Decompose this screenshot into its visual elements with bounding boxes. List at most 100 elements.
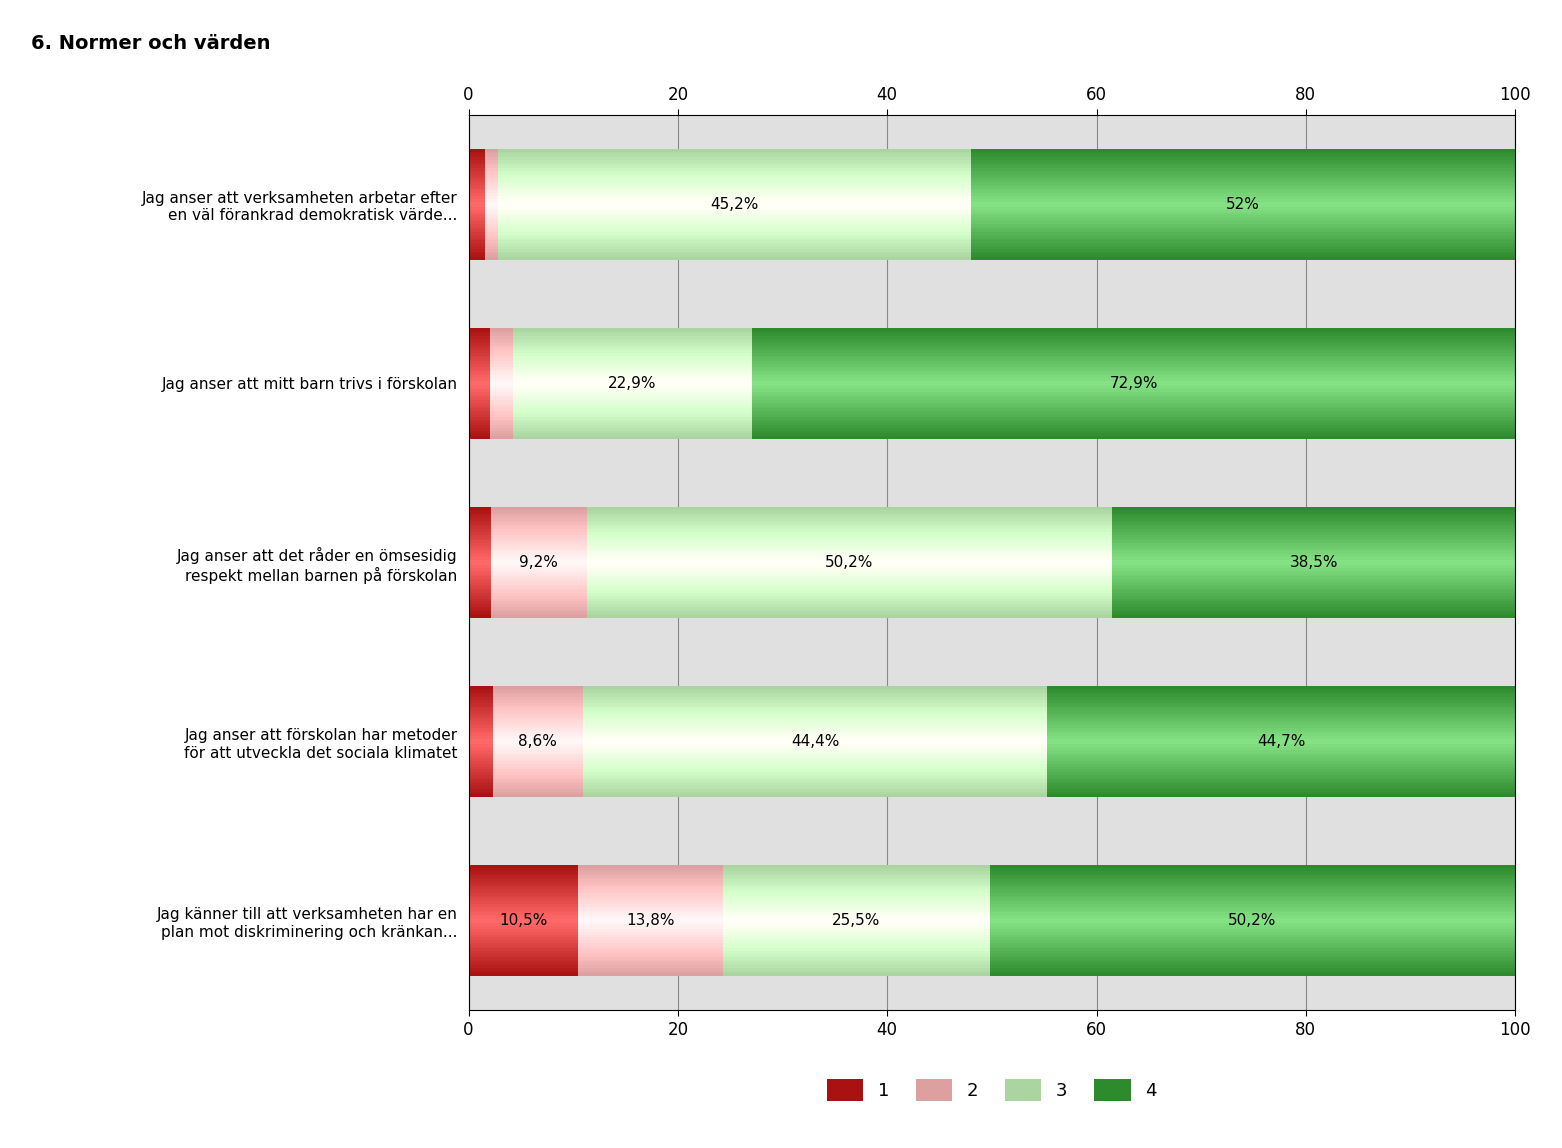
Bar (587, 596, 1112, 598)
Bar (990, 899, 1515, 901)
Bar (469, 742, 492, 744)
Bar (512, 342, 753, 344)
Bar (990, 971, 1515, 974)
Bar (990, 885, 1515, 887)
Bar (498, 212, 972, 216)
Bar (469, 602, 490, 604)
Bar (469, 428, 489, 430)
Bar (1048, 689, 1515, 691)
Bar (469, 342, 489, 344)
Bar (583, 720, 1048, 722)
Bar (587, 602, 1112, 604)
Bar (512, 405, 753, 409)
Bar (490, 543, 587, 545)
Bar (490, 549, 587, 551)
Bar (753, 391, 1515, 395)
Bar (469, 218, 486, 222)
Bar (469, 926, 578, 929)
Bar (972, 177, 1515, 179)
Bar (498, 204, 972, 207)
Bar (486, 222, 498, 224)
Bar (469, 518, 490, 521)
Bar (1112, 610, 1515, 613)
Bar (469, 750, 492, 753)
Bar (583, 759, 1048, 761)
Bar (753, 405, 1515, 409)
Bar (469, 417, 489, 419)
Bar (587, 518, 1112, 521)
Bar (489, 344, 512, 348)
Bar (490, 545, 587, 549)
Bar (469, 169, 486, 171)
Bar (492, 703, 583, 706)
Bar (1112, 584, 1515, 588)
Bar (469, 366, 489, 370)
Bar (578, 890, 723, 893)
Bar (512, 386, 753, 389)
Bar (512, 375, 753, 378)
Bar (469, 706, 492, 708)
Bar (469, 149, 486, 152)
Bar (1112, 518, 1515, 521)
Bar (486, 177, 498, 179)
Bar (492, 724, 583, 728)
Bar (498, 222, 972, 224)
Bar (1048, 769, 1515, 773)
Bar (578, 879, 723, 882)
Bar (512, 339, 753, 342)
Bar (469, 204, 486, 207)
Bar (723, 913, 990, 915)
Bar (469, 938, 578, 940)
Bar (469, 786, 492, 789)
Bar (583, 769, 1048, 773)
Bar (990, 893, 1515, 895)
Bar (723, 929, 990, 932)
Bar (469, 563, 490, 565)
Bar (1048, 736, 1515, 739)
Bar (583, 767, 1048, 769)
Bar (583, 777, 1048, 781)
Bar (578, 934, 723, 938)
Bar (469, 761, 492, 763)
Bar (587, 604, 1112, 607)
Bar (490, 580, 587, 582)
Bar (469, 887, 578, 890)
Bar (486, 179, 498, 183)
Bar (492, 739, 583, 742)
Bar (583, 753, 1048, 755)
Bar (469, 598, 490, 602)
Bar (469, 728, 492, 730)
Bar (1048, 742, 1515, 744)
Bar (1048, 720, 1515, 722)
Bar (469, 773, 492, 775)
Bar (469, 946, 578, 948)
Bar (469, 350, 489, 352)
Bar (578, 913, 723, 915)
Bar (1112, 588, 1515, 590)
Bar (469, 521, 490, 523)
Bar (489, 331, 512, 333)
Bar (486, 255, 498, 257)
Bar (753, 364, 1515, 366)
Bar (498, 224, 972, 226)
Bar (512, 344, 753, 348)
Bar (753, 436, 1515, 439)
Bar (1048, 763, 1515, 767)
Bar (578, 870, 723, 874)
Text: 22,9%: 22,9% (608, 375, 656, 391)
Bar (1048, 792, 1515, 794)
Bar (753, 428, 1515, 430)
Bar (578, 909, 723, 913)
Bar (469, 929, 578, 932)
Bar (1048, 730, 1515, 734)
Bar (578, 887, 723, 890)
Bar (469, 781, 492, 783)
Bar (587, 521, 1112, 523)
Bar (492, 689, 583, 691)
Bar (486, 243, 498, 246)
Bar (512, 362, 753, 364)
Bar (469, 560, 490, 563)
Bar (490, 557, 587, 560)
Text: 44,7%: 44,7% (1257, 734, 1306, 750)
Bar (512, 389, 753, 391)
